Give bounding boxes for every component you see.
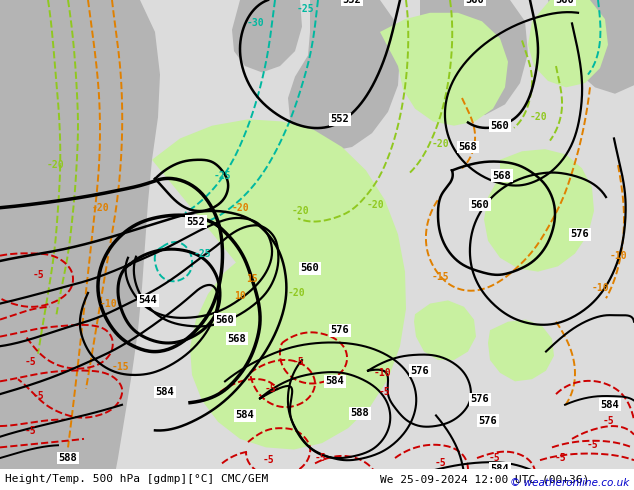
Polygon shape	[528, 0, 608, 87]
Text: 584: 584	[600, 400, 619, 410]
Text: -20: -20	[231, 203, 249, 213]
Text: 588: 588	[351, 408, 370, 418]
Text: 584: 584	[236, 411, 254, 420]
Text: -5: -5	[554, 453, 566, 463]
Text: 560: 560	[216, 315, 235, 324]
Text: -15: -15	[111, 363, 129, 372]
Text: 576: 576	[411, 366, 429, 376]
Text: -5: -5	[24, 357, 36, 367]
Text: -10: -10	[373, 368, 391, 378]
Text: -20: -20	[46, 160, 64, 170]
Text: 576: 576	[470, 394, 489, 404]
Text: -20: -20	[291, 206, 309, 216]
Text: Height/Temp. 500 hPa [gdmp][°C] CMC/GEM: Height/Temp. 500 hPa [gdmp][°C] CMC/GEM	[5, 474, 268, 484]
Text: -10: -10	[609, 251, 627, 261]
Text: -10: -10	[591, 283, 609, 293]
Polygon shape	[380, 13, 508, 126]
Text: -20: -20	[91, 203, 109, 213]
Text: -5: -5	[24, 426, 36, 437]
Text: 576: 576	[571, 229, 590, 239]
Text: 584: 584	[491, 464, 509, 474]
Text: -10: -10	[99, 298, 117, 309]
Text: -15: -15	[431, 272, 449, 282]
Text: 552: 552	[330, 114, 349, 124]
Text: 15: 15	[246, 274, 258, 284]
Text: -5: -5	[32, 391, 44, 401]
Text: 576: 576	[479, 416, 498, 426]
Text: -25: -25	[213, 171, 231, 181]
Text: -20: -20	[366, 199, 384, 210]
Text: 544: 544	[139, 295, 157, 305]
Text: 552: 552	[342, 0, 361, 5]
Text: 560: 560	[491, 121, 509, 131]
Text: We 25-09-2024 12:00 UTC (00+36): We 25-09-2024 12:00 UTC (00+36)	[380, 474, 589, 484]
Text: 584: 584	[326, 376, 344, 386]
Text: -5: -5	[489, 453, 501, 463]
Bar	[0, 469, 634, 490]
Polygon shape	[484, 149, 594, 271]
Text: 588: 588	[58, 453, 77, 463]
Text: 576: 576	[330, 325, 349, 335]
Polygon shape	[548, 0, 634, 94]
Text: -30: -30	[246, 19, 264, 28]
Text: -5: -5	[293, 357, 305, 367]
Text: -25: -25	[193, 248, 211, 259]
Text: -20: -20	[529, 112, 547, 122]
Text: -5: -5	[602, 416, 614, 426]
Text: 568: 568	[493, 171, 512, 181]
Polygon shape	[420, 0, 528, 115]
Polygon shape	[0, 0, 634, 469]
Text: -25: -25	[296, 3, 314, 14]
Text: 568: 568	[458, 142, 477, 152]
Text: 584: 584	[430, 480, 450, 490]
Text: -5: -5	[264, 384, 276, 394]
Text: 560: 560	[301, 264, 320, 273]
Polygon shape	[488, 319, 554, 381]
Text: 584: 584	[155, 387, 174, 397]
Polygon shape	[0, 0, 160, 490]
Text: -5: -5	[378, 387, 390, 397]
Text: -5: -5	[434, 458, 446, 468]
Text: -5: -5	[32, 270, 44, 280]
Text: -5: -5	[314, 453, 326, 463]
Text: 560: 560	[555, 0, 574, 5]
Text: -20: -20	[287, 288, 305, 298]
Polygon shape	[414, 300, 476, 360]
Text: -5: -5	[586, 440, 598, 450]
Text: 560: 560	[465, 0, 484, 5]
Polygon shape	[232, 0, 302, 73]
Text: © weatheronline.co.uk: © weatheronline.co.uk	[510, 478, 629, 488]
Text: 568: 568	[228, 334, 247, 344]
Polygon shape	[288, 0, 400, 151]
Text: 10: 10	[234, 291, 246, 301]
Text: 552: 552	[186, 217, 205, 226]
Text: -5: -5	[262, 455, 274, 465]
Text: -20: -20	[431, 139, 449, 149]
Polygon shape	[152, 119, 406, 449]
Text: 560: 560	[470, 199, 489, 210]
